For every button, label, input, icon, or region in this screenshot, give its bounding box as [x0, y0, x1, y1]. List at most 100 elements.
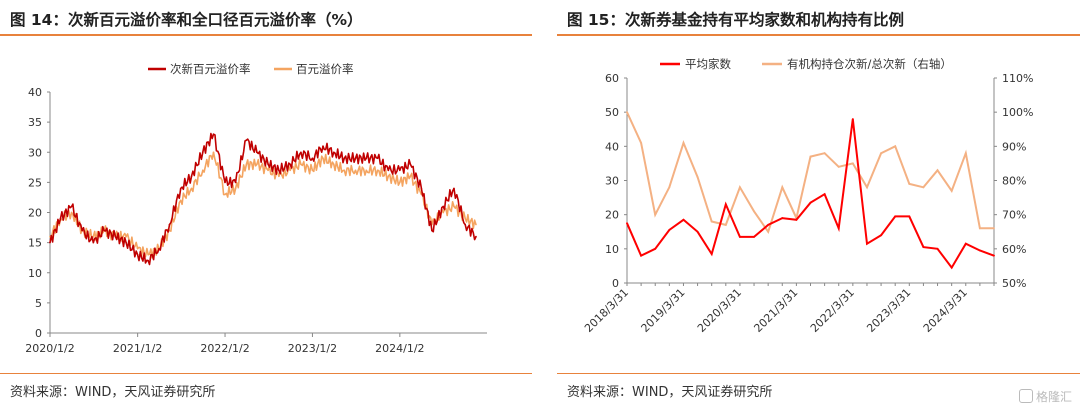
right-x-tick-label: 2024/3/31	[921, 286, 970, 335]
left-data-point-1	[464, 217, 467, 220]
right-top-rule	[557, 34, 1080, 36]
left-data-point-0	[387, 169, 390, 172]
right-y2-tick-label: 70%	[1002, 209, 1026, 222]
left-legend-label-1: 百元溢价率	[296, 62, 354, 76]
right-data-point-ratio	[964, 152, 967, 155]
left-data-point-0	[289, 163, 291, 166]
left-data-point-1	[136, 247, 139, 250]
left-x-tick-label: 2022/1/2	[200, 342, 249, 355]
left-x-tick-label: 2023/1/2	[288, 342, 337, 355]
left-data-point-1	[365, 169, 368, 172]
right-data-point-count	[654, 247, 657, 250]
left-data-point-1	[311, 169, 314, 172]
left-data-point-0	[453, 187, 455, 190]
left-chart: 0 5 10 15 20 25 30 35 40 2020/1/2 2021/1/2 2022/1/2…	[25, 62, 487, 355]
left-data-point-0	[256, 151, 258, 154]
left-series-line-0	[49, 132, 477, 266]
right-data-point-count	[724, 203, 727, 206]
watermark: 格隆汇	[1018, 388, 1072, 405]
left-data-point-0	[168, 223, 171, 226]
left-data-point-1	[289, 169, 291, 172]
right-data-point-ratio	[837, 165, 840, 168]
right-y-tick-label: 20	[605, 209, 619, 222]
right-data-point-ratio	[993, 227, 995, 230]
right-data-point-ratio	[767, 230, 770, 233]
left-data-point-1	[267, 169, 269, 172]
left-data-point-0	[190, 175, 193, 178]
right-y-tick-label: 50	[605, 106, 619, 119]
right-data-point-count	[894, 215, 897, 218]
left-data-point-1	[278, 175, 280, 178]
right-data-point-count	[809, 201, 812, 204]
right-data-point-ratio	[753, 210, 755, 213]
left-data-point-1	[256, 163, 258, 166]
right-data-point-count	[866, 242, 868, 245]
left-data-point-0	[114, 235, 117, 238]
left-series-line-1	[49, 151, 477, 259]
left-data-point-0	[343, 157, 346, 160]
right-data-point-ratio	[936, 169, 939, 172]
left-data-point-0	[442, 205, 444, 208]
left-data-point-1	[409, 175, 412, 178]
left-data-point-1	[300, 163, 302, 166]
left-data-point-1	[212, 151, 215, 154]
left-data-point-1	[92, 235, 95, 238]
left-data-point-0	[201, 151, 204, 154]
right-y-tick-label: 40	[605, 140, 619, 153]
right-data-point-ratio	[894, 145, 897, 148]
left-y-tick-label: 0	[35, 327, 42, 340]
right-y2-tick-label: 90%	[1002, 140, 1026, 153]
left-chart-title: 图 14：次新百元溢价率和全口径百元溢价率（%）	[10, 11, 363, 29]
left-data-point-0	[49, 241, 51, 244]
left-data-point-0	[158, 247, 160, 250]
left-data-point-0	[322, 145, 324, 148]
left-x-tick-label: 2020/1/2	[25, 342, 74, 355]
right-data-point-ratio	[626, 111, 628, 114]
left-data-point-1	[399, 181, 401, 184]
left-data-point-0	[267, 163, 269, 166]
right-data-point-ratio	[739, 186, 741, 189]
right-y2-tick-label: 100%	[1002, 106, 1033, 119]
right-source: 资料来源：WIND，天风证券研究所	[567, 385, 773, 400]
right-y2-tick-label: 50%	[1002, 277, 1026, 290]
left-y-tick-label: 20	[28, 207, 42, 220]
right-x-tick-label: 2020/3/31	[695, 286, 744, 335]
right-data-point-count	[880, 234, 882, 237]
right-y2-tick-label: 110%	[1002, 72, 1033, 85]
left-y-tick-label: 35	[28, 116, 42, 129]
left-data-point-0	[103, 229, 105, 232]
left-data-point-0	[365, 157, 368, 160]
right-data-point-count	[837, 227, 840, 230]
right-data-point-ratio	[654, 213, 657, 216]
right-data-point-count	[781, 217, 784, 219]
left-data-point-0	[59, 217, 62, 220]
right-y-tick-label: 30	[605, 175, 619, 188]
right-y-tick-label: 60	[605, 72, 619, 85]
left-source: 资料来源：WIND，天风证券研究所	[10, 385, 216, 400]
left-y-tick-label: 40	[28, 86, 42, 99]
right-data-point-count	[682, 218, 685, 221]
right-data-point-ratio	[781, 186, 784, 189]
left-y-tick-label: 30	[28, 146, 42, 159]
right-data-point-ratio	[710, 220, 713, 223]
left-data-point-1	[125, 235, 127, 238]
left-data-point-0	[300, 151, 302, 154]
right-data-point-count	[668, 229, 671, 231]
left-data-point-1	[190, 187, 193, 190]
left-data-point-0	[332, 151, 335, 154]
right-data-point-ratio	[880, 152, 882, 155]
right-data-point-ratio	[950, 189, 953, 192]
left-data-point-0	[147, 259, 149, 262]
right-y2-tick-label: 80%	[1002, 175, 1026, 188]
left-data-point-0	[81, 229, 83, 232]
left-data-point-1	[475, 223, 477, 226]
right-data-point-count	[922, 246, 925, 249]
right-data-point-count	[753, 235, 755, 238]
right-data-point-count	[964, 242, 967, 245]
right-data-point-ratio	[724, 224, 727, 226]
left-data-point-0	[125, 241, 127, 244]
left-data-point-1	[442, 211, 444, 214]
left-panel: 图 14：次新百元溢价率和全口径百元溢价率（%） 0 5 10 15 20 25 30 35 4…	[0, 0, 532, 411]
right-data-point-count	[640, 254, 643, 257]
right-legend-label-1: 有机构持仓次新/总次新（右轴）	[787, 57, 952, 71]
